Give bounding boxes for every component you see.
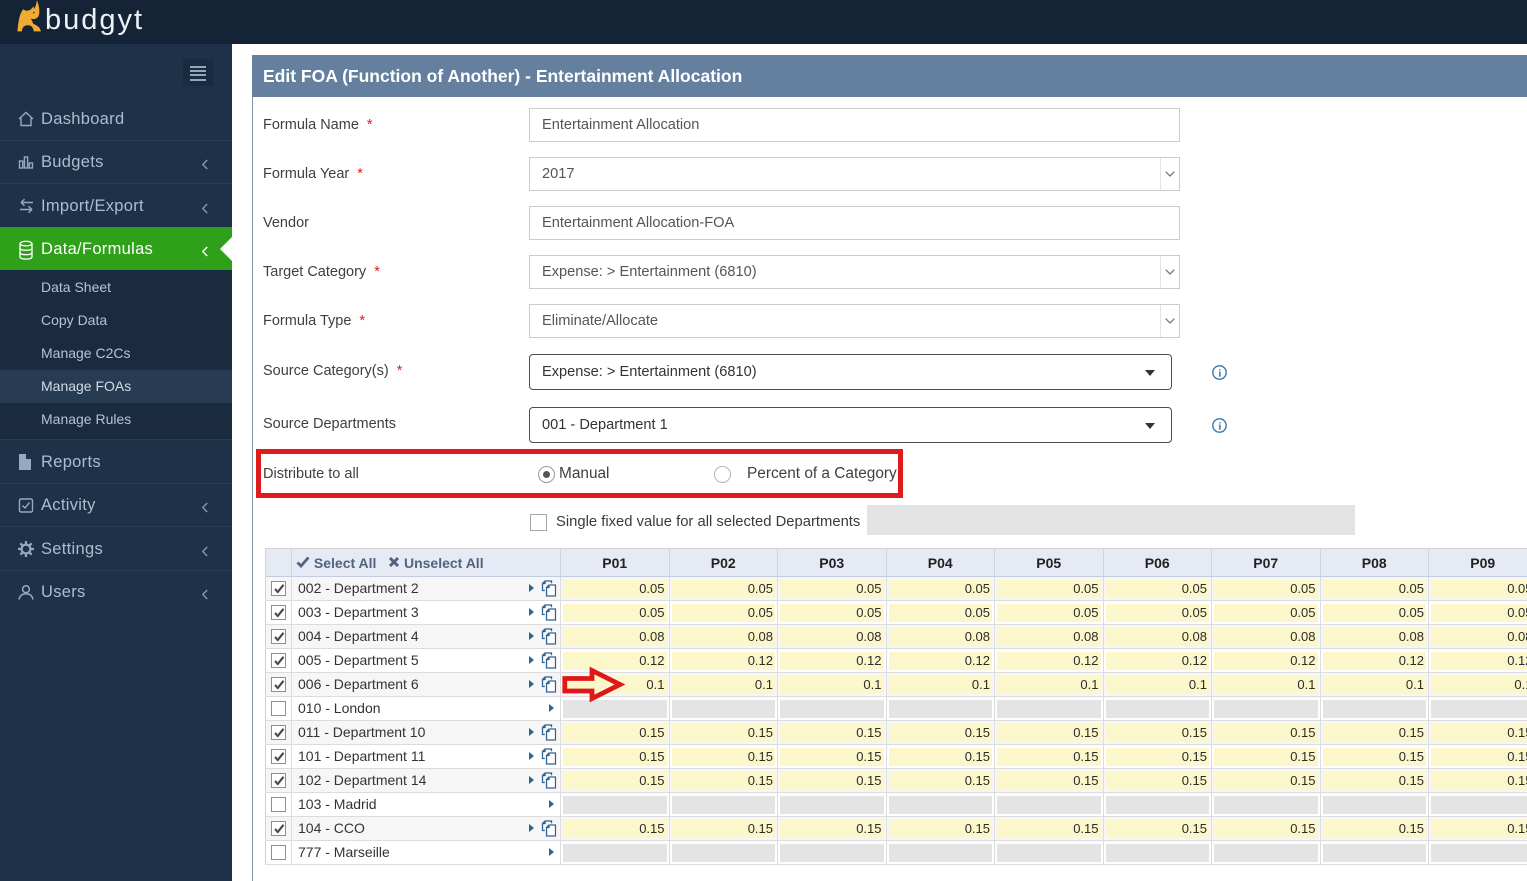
svg-text:i: i <box>1218 368 1221 379</box>
svg-text:i: i <box>1218 421 1221 432</box>
